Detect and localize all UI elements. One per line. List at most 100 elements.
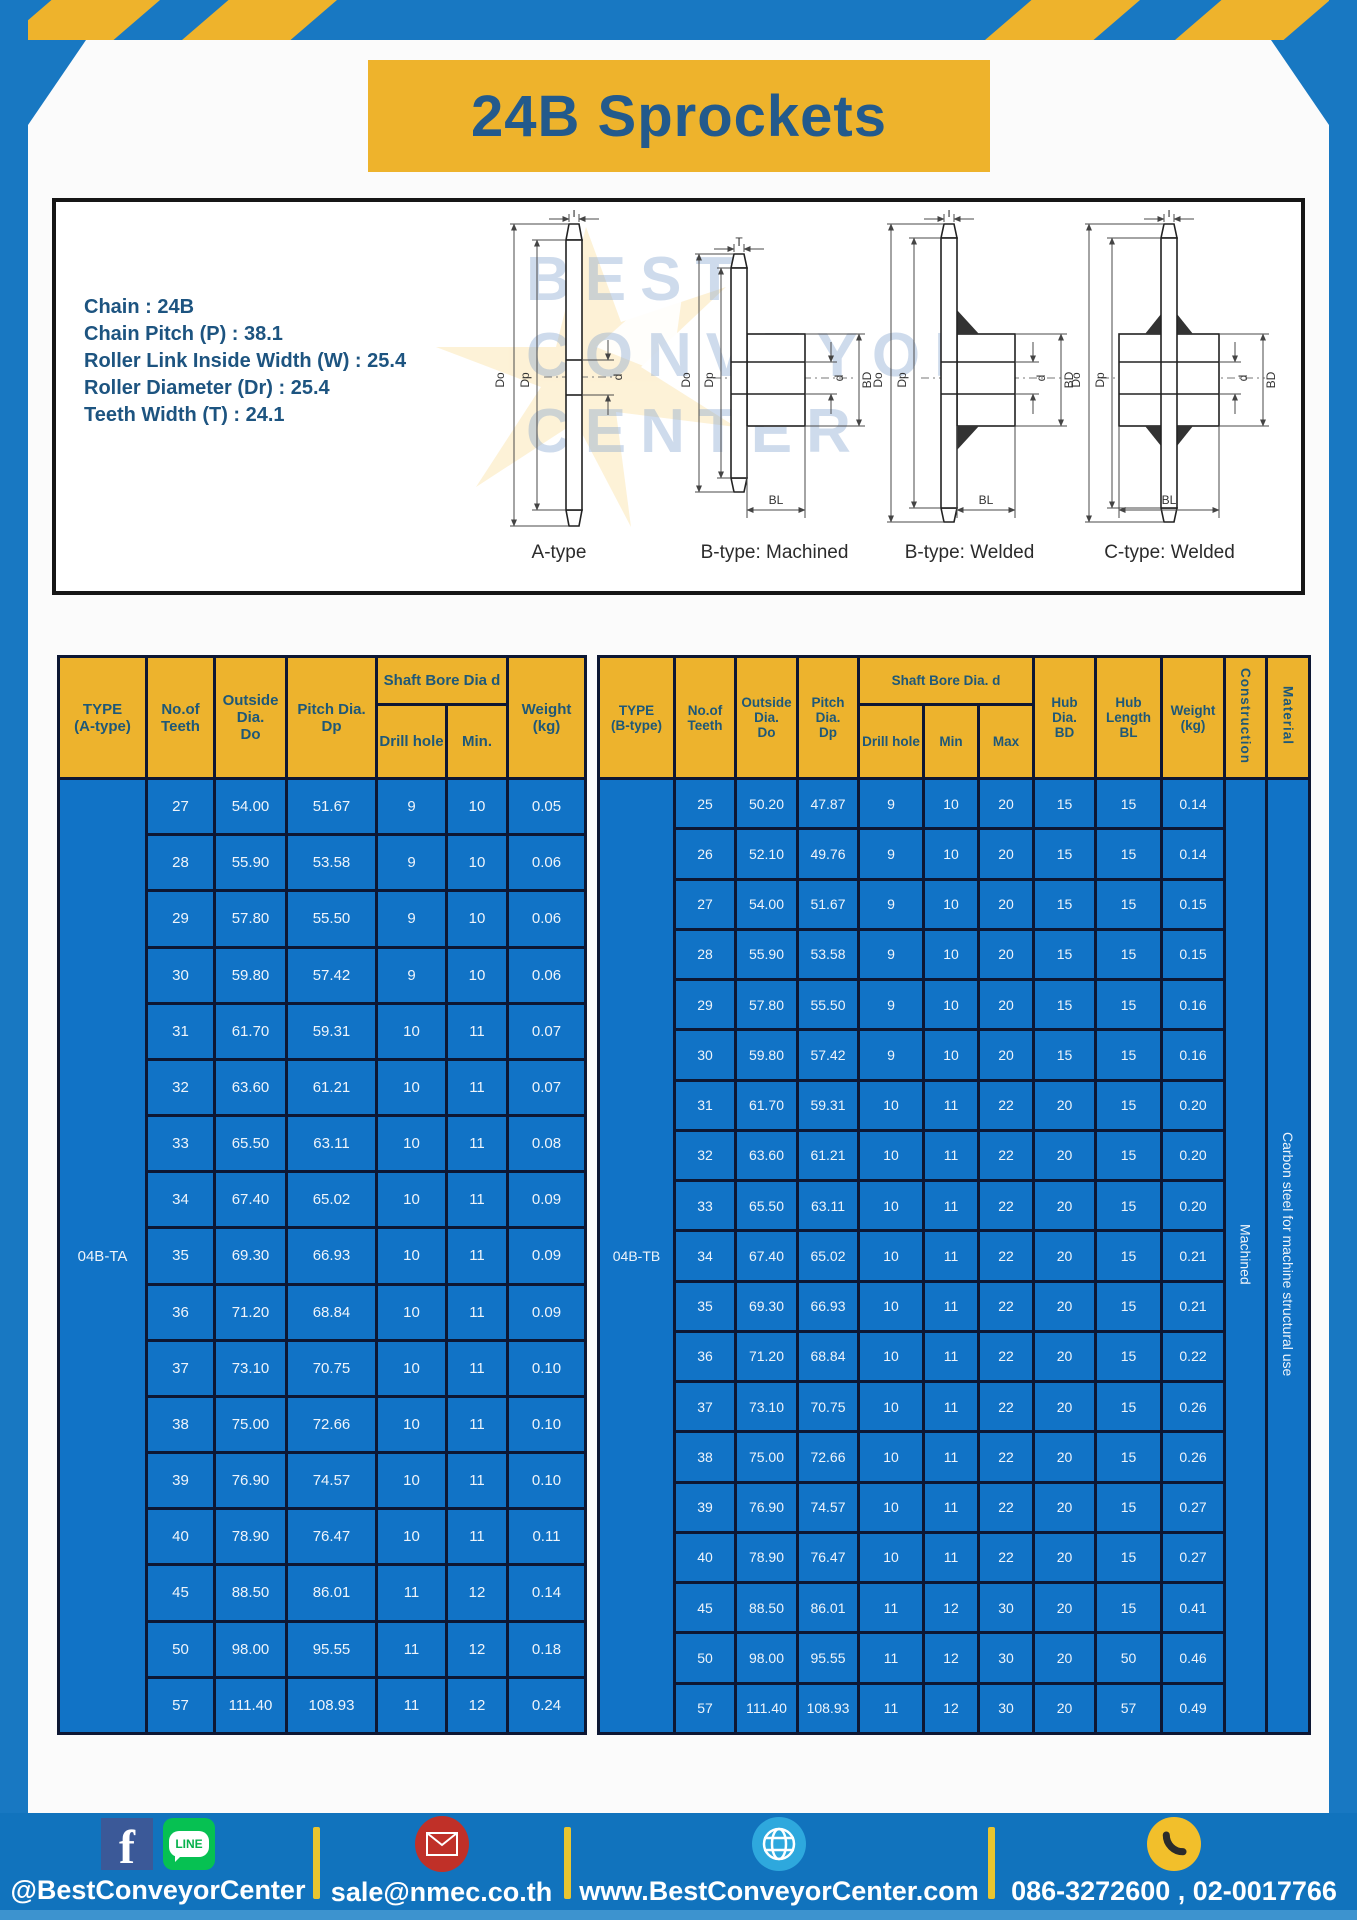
cell-weight: 0.07 xyxy=(506,1001,587,1061)
cell-weight: 0.41 xyxy=(1160,1580,1227,1635)
table-row: 27 54.00 51.67 9 10 20 15 15 0.15 xyxy=(599,877,1310,931)
dim-label-do: Do xyxy=(1069,372,1083,388)
table-row: 04B-TA 27 54.00 51.67 9 10 0.05 xyxy=(57,776,587,1735)
cell-teeth: 35 xyxy=(145,1226,216,1286)
cell-teeth: 50 xyxy=(673,1631,737,1685)
cell-max: 22 xyxy=(976,1430,1036,1484)
phone-numbers[interactable]: 086-3272600 , 02-0017766 xyxy=(1011,1875,1337,1906)
cell-teeth: 37 xyxy=(145,1338,216,1398)
cell-pitch-dia: 57.42 xyxy=(796,1028,860,1082)
website-url[interactable]: www.BestConveyorCenter.com xyxy=(579,1875,979,1906)
cell-outside-dia: 67.40 xyxy=(734,1229,799,1283)
cell-pitch-dia: 70.75 xyxy=(796,1379,860,1434)
col-header-max: Max xyxy=(976,703,1036,780)
cell-max: 20 xyxy=(976,977,1036,1032)
cell-outside-dia: 73.10 xyxy=(734,1379,799,1434)
table-row: 40 78.90 76.47 10 11 0.11 xyxy=(59,1507,587,1567)
diagram-c-type-welded: Do Dp T d BD xyxy=(1057,210,1282,564)
cell-weight: 0.21 xyxy=(1160,1229,1227,1283)
cell-min: 11 xyxy=(922,1530,980,1585)
cell-min: 10 xyxy=(445,833,509,893)
dim-label-bl: BL xyxy=(769,493,784,507)
cell-drill-hole: 10 xyxy=(857,1178,925,1233)
cell-outside-dia: 88.50 xyxy=(213,1563,288,1623)
cell-hub-length: 15 xyxy=(1094,1229,1164,1283)
dim-label-bl: BL xyxy=(1162,493,1177,507)
cell-hub-dia: 15 xyxy=(1032,1028,1098,1082)
cell-hub-dia: 20 xyxy=(1032,1078,1098,1132)
email-icon[interactable] xyxy=(414,1815,469,1872)
cell-drill-hole: 10 xyxy=(857,1229,925,1283)
type-label-cell: 04B-TB xyxy=(597,777,676,1735)
cell-weight: 0.20 xyxy=(1160,1128,1227,1183)
cell-max: 30 xyxy=(976,1580,1036,1635)
cell-pitch-dia: 108.93 xyxy=(796,1681,860,1735)
cell-max: 22 xyxy=(976,1078,1036,1132)
cell-drill-hole: 9 xyxy=(375,833,448,893)
table-row: 34 67.40 65.02 10 11 22 20 15 0.21 xyxy=(599,1229,1310,1283)
cell-min: 11 xyxy=(445,1001,509,1061)
dim-label-bd: BD xyxy=(1264,371,1278,388)
cell-teeth: 38 xyxy=(145,1394,216,1455)
cell-outside-dia: 65.50 xyxy=(734,1178,799,1233)
cell-hub-dia: 20 xyxy=(1032,1530,1098,1585)
cell-pitch-dia: 66.93 xyxy=(285,1226,378,1286)
cell-drill-hole: 10 xyxy=(857,1430,925,1484)
col-header-min: Min. xyxy=(445,703,509,780)
cell-pitch-dia: 74.57 xyxy=(796,1480,860,1534)
spec-line: Roller Link Inside Width (W) : 25.4 xyxy=(84,350,407,372)
email-address[interactable]: sale@nmec.co.th xyxy=(330,1876,553,1907)
cell-hub-dia: 15 xyxy=(1032,827,1098,881)
cell-hub-length: 15 xyxy=(1094,1128,1164,1183)
cell-hub-dia: 20 xyxy=(1032,1631,1098,1685)
table-row: 45 88.50 86.01 11 12 30 20 15 0.41 xyxy=(599,1580,1310,1635)
cell-max: 20 xyxy=(976,776,1036,831)
cell-drill-hole: 10 xyxy=(857,1078,925,1132)
table-row: 32 63.60 61.21 10 11 0.07 xyxy=(59,1057,587,1118)
col-header-min: Min xyxy=(922,703,980,780)
cell-max: 22 xyxy=(976,1229,1036,1283)
cell-outside-dia: 76.90 xyxy=(213,1451,288,1511)
cell-hub-length: 15 xyxy=(1094,1530,1164,1585)
dim-label-bd: BD xyxy=(1062,371,1076,388)
cell-weight: 0.16 xyxy=(1160,977,1227,1032)
diagram-a-type: Do Dp T d A-type xyxy=(474,210,644,564)
table-row: 36 71.20 68.84 10 11 22 20 15 0.22 xyxy=(599,1329,1310,1384)
cell-pitch-dia: 70.75 xyxy=(285,1338,378,1398)
cell-outside-dia: 71.20 xyxy=(213,1282,288,1342)
facebook-icon[interactable]: f xyxy=(101,1817,153,1870)
diagonal-stripe xyxy=(985,0,1140,40)
cell-teeth: 45 xyxy=(673,1580,737,1635)
diagonal-stripe xyxy=(1175,0,1330,40)
table-row: 26 52.10 49.76 9 10 20 15 15 0.14 xyxy=(599,827,1310,881)
line-icon[interactable]: LINE xyxy=(163,1817,215,1870)
cell-min: 12 xyxy=(445,1675,509,1736)
cell-min: 11 xyxy=(445,1114,509,1174)
cell-hub-length: 15 xyxy=(1094,927,1164,982)
social-handle[interactable]: @BestConveyorCenter xyxy=(10,1874,306,1905)
cell-teeth: 32 xyxy=(145,1057,216,1118)
dim-label-dp: Dp xyxy=(895,372,909,388)
dim-label-d: d xyxy=(611,374,625,381)
cell-pitch-dia: 63.11 xyxy=(285,1114,378,1174)
cell-outside-dia: 59.80 xyxy=(213,945,288,1005)
footer-social-section: f LINE @BestConveyorCenter xyxy=(0,1813,316,1910)
globe-icon[interactable] xyxy=(752,1816,806,1871)
dim-label-t: T xyxy=(1165,210,1173,220)
phone-icon[interactable] xyxy=(1147,1816,1201,1871)
cell-pitch-dia: 55.50 xyxy=(796,977,860,1032)
cell-outside-dia: 52.10 xyxy=(734,827,799,881)
cell-min: 11 xyxy=(922,1329,980,1384)
cell-pitch-dia: 49.76 xyxy=(796,827,860,881)
cell-hub-length: 57 xyxy=(1094,1681,1164,1735)
table-row: 39 76.90 74.57 10 11 0.10 xyxy=(59,1451,587,1511)
cell-drill-hole: 10 xyxy=(375,1338,448,1398)
diagram-caption: B-type: Machined xyxy=(700,542,849,563)
cell-pitch-dia: 68.84 xyxy=(796,1329,860,1384)
cell-max: 22 xyxy=(976,1530,1036,1585)
cell-min: 11 xyxy=(922,1480,980,1534)
col-header-shaft-bore: Shaft Bore Dia d xyxy=(375,655,509,706)
cell-teeth: 57 xyxy=(145,1675,216,1736)
cell-hub-length: 15 xyxy=(1094,977,1164,1032)
cell-weight: 0.14 xyxy=(1160,827,1227,881)
